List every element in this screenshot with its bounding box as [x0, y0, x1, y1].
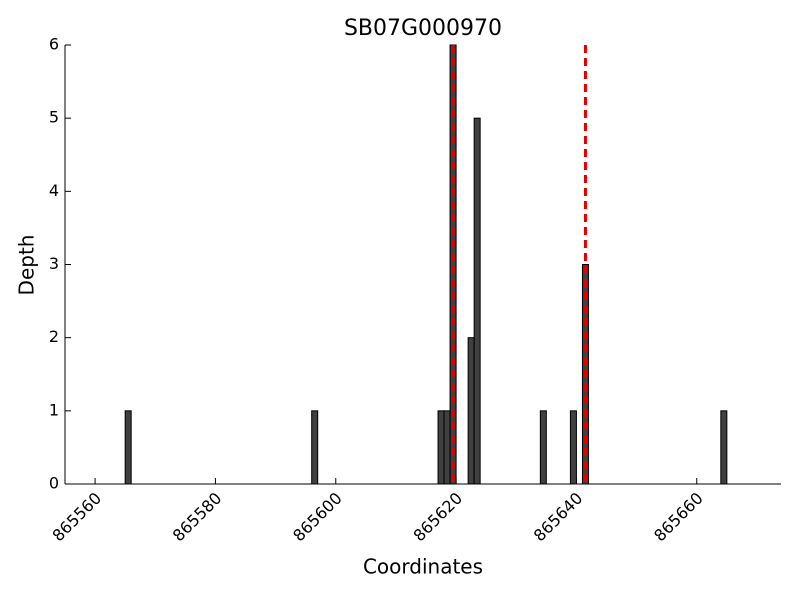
- y-tick-label: 2: [49, 327, 59, 346]
- y-tick-label: 6: [49, 35, 59, 54]
- y-axis-label: Depth: [15, 235, 39, 296]
- x-tick-label: 865600: [289, 489, 346, 546]
- y-tick-label: 5: [49, 108, 59, 127]
- bar: [124, 410, 132, 485]
- bar: [569, 410, 577, 485]
- bar: [311, 410, 319, 485]
- y-tick-label: 3: [49, 254, 59, 273]
- bar: [539, 410, 547, 485]
- y-tick-label: 0: [49, 474, 59, 493]
- x-tick-label: 865620: [409, 489, 466, 546]
- bar: [443, 410, 451, 485]
- x-tick-label: 865640: [530, 489, 587, 546]
- y-tick-label: 1: [49, 400, 59, 419]
- chart-title: SB07G000970: [344, 16, 502, 41]
- x-axis-label: Coordinates: [363, 555, 483, 579]
- x-tick-label: 865660: [650, 489, 707, 546]
- x-tick-label: 865560: [48, 489, 105, 546]
- bar: [720, 410, 728, 485]
- y-tick-label: 4: [49, 181, 59, 200]
- x-tick-label: 865580: [169, 489, 226, 546]
- bar: [437, 410, 445, 485]
- bar: [473, 117, 481, 485]
- bar: [467, 337, 475, 485]
